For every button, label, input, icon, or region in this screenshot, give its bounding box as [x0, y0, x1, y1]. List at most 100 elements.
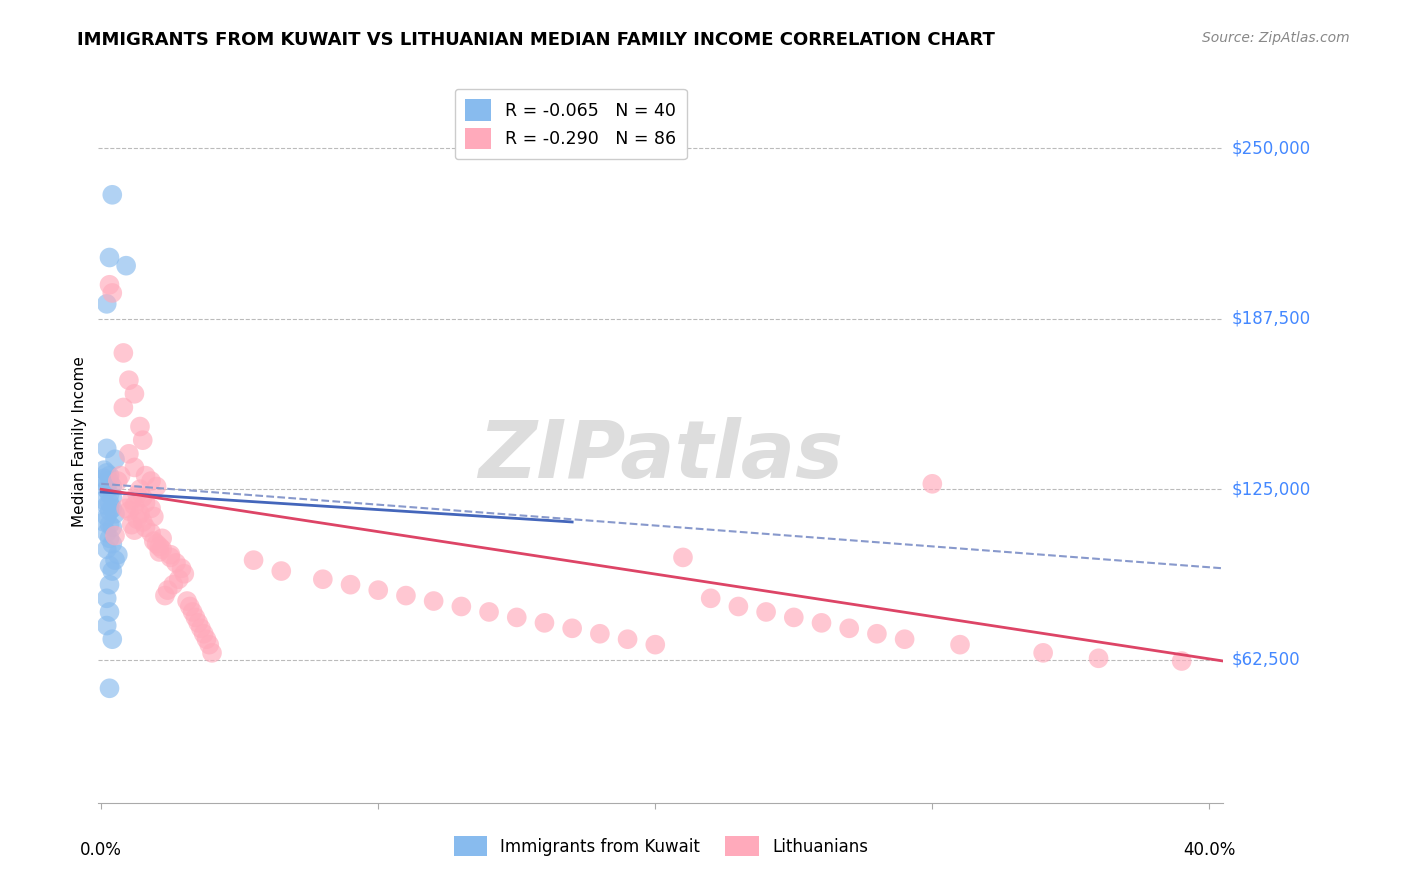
Point	[616, 632, 638, 647]
Point	[132, 515, 155, 529]
Point	[107, 548, 129, 562]
Point	[478, 605, 501, 619]
Point	[134, 468, 156, 483]
Point	[98, 468, 121, 483]
Point	[124, 499, 146, 513]
Point	[104, 553, 127, 567]
Point	[132, 491, 155, 505]
Point	[101, 285, 124, 300]
Point	[198, 638, 221, 652]
Point	[150, 542, 173, 557]
Text: $62,500: $62,500	[1232, 650, 1301, 669]
Text: $187,500: $187,500	[1232, 310, 1310, 328]
Point	[124, 523, 146, 537]
Point	[98, 577, 121, 591]
Point	[101, 479, 124, 493]
Point	[1170, 654, 1192, 668]
Point	[242, 553, 264, 567]
Point	[127, 488, 149, 502]
Point	[115, 501, 138, 516]
Point	[96, 542, 118, 557]
Point	[561, 621, 583, 635]
Point	[101, 632, 124, 647]
Point	[127, 512, 149, 526]
Point	[181, 605, 204, 619]
Text: $250,000: $250,000	[1232, 139, 1310, 158]
Point	[96, 618, 118, 632]
Point	[672, 550, 695, 565]
Point	[129, 419, 152, 434]
Point	[93, 493, 115, 508]
Point	[450, 599, 472, 614]
Point	[1032, 646, 1054, 660]
Text: Source: ZipAtlas.com: Source: ZipAtlas.com	[1202, 31, 1350, 45]
Point	[783, 610, 806, 624]
Point	[589, 626, 612, 640]
Point	[921, 476, 943, 491]
Point	[98, 558, 121, 573]
Point	[101, 187, 124, 202]
Point	[312, 572, 335, 586]
Point	[124, 460, 146, 475]
Point	[98, 504, 121, 518]
Point	[159, 550, 181, 565]
Point	[118, 373, 141, 387]
Point	[193, 626, 215, 640]
Point	[129, 482, 152, 496]
Point	[167, 572, 190, 586]
Point	[727, 599, 749, 614]
Point	[142, 534, 165, 549]
Point	[96, 442, 118, 456]
Point	[165, 556, 187, 570]
Point	[184, 610, 207, 624]
Point	[173, 566, 195, 581]
Point	[156, 583, 179, 598]
Point	[190, 621, 212, 635]
Text: ZIPatlas: ZIPatlas	[478, 417, 844, 495]
Point	[176, 594, 198, 608]
Point	[139, 501, 162, 516]
Point	[201, 646, 224, 660]
Point	[104, 507, 127, 521]
Point	[129, 507, 152, 521]
Text: 40.0%: 40.0%	[1184, 841, 1236, 859]
Point	[121, 517, 143, 532]
Point	[533, 615, 555, 630]
Point	[866, 626, 889, 640]
Point	[96, 509, 118, 524]
Point	[101, 491, 124, 505]
Point	[96, 476, 118, 491]
Point	[107, 474, 129, 488]
Point	[139, 474, 162, 488]
Point	[142, 509, 165, 524]
Point	[110, 468, 132, 483]
Point	[422, 594, 444, 608]
Point	[121, 493, 143, 508]
Point	[98, 532, 121, 546]
Point	[98, 517, 121, 532]
Point	[145, 537, 167, 551]
Point	[98, 488, 121, 502]
Point	[132, 433, 155, 447]
Point	[98, 277, 121, 292]
Point	[101, 564, 124, 578]
Point	[395, 589, 418, 603]
Point	[93, 463, 115, 477]
Point	[93, 515, 115, 529]
Point	[118, 504, 141, 518]
Point	[339, 577, 361, 591]
Point	[506, 610, 529, 624]
Point	[195, 632, 218, 647]
Point	[118, 447, 141, 461]
Point	[179, 599, 201, 614]
Text: IMMIGRANTS FROM KUWAIT VS LITHUANIAN MEDIAN FAMILY INCOME CORRELATION CHART: IMMIGRANTS FROM KUWAIT VS LITHUANIAN MED…	[77, 31, 995, 49]
Point	[949, 638, 972, 652]
Legend: Immigrants from Kuwait, Lithuanians: Immigrants from Kuwait, Lithuanians	[447, 830, 875, 863]
Point	[104, 528, 127, 542]
Point	[139, 525, 162, 540]
Point	[148, 545, 170, 559]
Point	[98, 496, 121, 510]
Y-axis label: Median Family Income: Median Family Income	[72, 356, 87, 527]
Point	[96, 482, 118, 496]
Point	[96, 525, 118, 540]
